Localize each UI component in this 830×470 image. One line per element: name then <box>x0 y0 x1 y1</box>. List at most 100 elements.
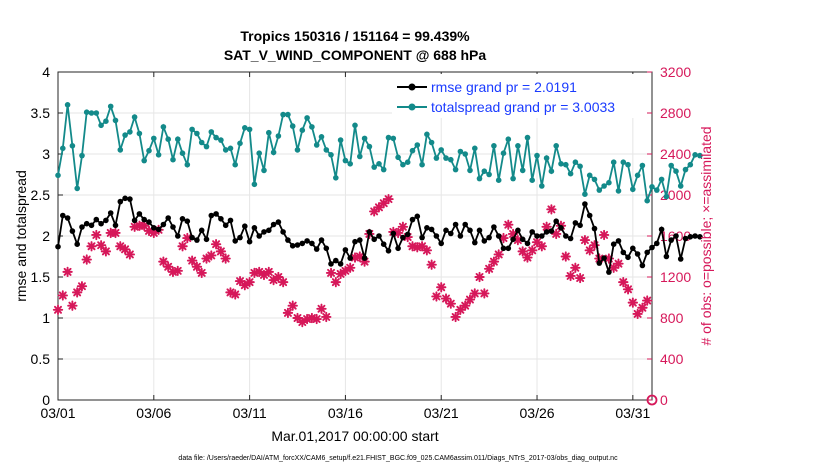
rmse-point <box>505 245 512 252</box>
totalspread-point <box>127 129 133 135</box>
obs-assimilated-point <box>460 300 471 311</box>
totalspread-point <box>347 161 354 167</box>
data-file-footer: data file: /Users/raeder/DAI/ATM_forcXX/… <box>178 455 618 462</box>
totalspread-point <box>151 135 157 142</box>
obs-assimilated-point <box>316 303 327 314</box>
rmse-point <box>366 229 373 235</box>
rmse-point <box>131 217 138 224</box>
obs-assimilated-point <box>110 227 121 239</box>
rmse-point <box>242 223 248 229</box>
totalspread-point <box>486 171 492 178</box>
obs-assimilated-point <box>632 308 643 320</box>
obs-assimilated-point <box>124 249 136 260</box>
right-y-tick-label: 0 <box>660 392 668 408</box>
totalspread-point <box>376 161 382 167</box>
obs-assimilated-point <box>642 295 653 306</box>
rmse-point <box>198 227 205 234</box>
totalspread-point <box>213 134 219 141</box>
totalspread-point <box>692 152 698 158</box>
rmse-point <box>275 219 282 225</box>
left-y-tick-label: 4 <box>42 64 50 80</box>
obs-assimilated-point <box>86 241 97 252</box>
rmse-point <box>357 237 363 243</box>
obs-possible-series <box>646 394 658 406</box>
totalspread-point <box>663 193 670 200</box>
rmse-point <box>534 233 540 239</box>
totalspread-point <box>582 191 588 197</box>
rmse-point <box>563 233 569 239</box>
obs-assimilated-point <box>91 229 102 241</box>
rmse-point <box>519 236 526 243</box>
totalspread-point <box>318 134 325 140</box>
rmse-point <box>79 224 85 230</box>
totalspread-point <box>251 181 258 188</box>
x-tick-label: 03/26 <box>520 405 555 421</box>
rmse-point <box>558 225 564 231</box>
rmse-point <box>663 253 670 260</box>
totalspread-point <box>658 176 665 183</box>
totalspread-point <box>567 170 574 177</box>
totalspread-point <box>548 168 555 174</box>
x-tick-label: 03/01 <box>40 405 75 421</box>
obs-assimilated-point <box>527 245 538 256</box>
rmse-point <box>328 261 334 267</box>
obs-assimilated-point <box>560 251 571 262</box>
totalspread-point <box>414 142 421 148</box>
left-y-axis-label: rmse and totalspread <box>13 170 29 302</box>
totalspread-point <box>491 143 497 149</box>
rmse-point <box>510 236 516 243</box>
obs-assimilated-point <box>100 246 112 257</box>
x-axis-label: Mar.01,2017 00:00:00 start <box>271 428 438 444</box>
right-y-tick-label: 400 <box>660 351 684 367</box>
totalspread-point <box>357 153 363 160</box>
totalspread-point <box>299 127 306 133</box>
totalspread-point <box>275 133 282 139</box>
totalspread-point <box>237 140 243 147</box>
totalspread-point <box>175 136 181 142</box>
left-y-tick-label: 3 <box>42 146 50 162</box>
totalspread-point <box>467 167 473 174</box>
rmse-point <box>438 240 445 247</box>
obs-assimilated-point <box>62 266 73 278</box>
totalspread-point <box>519 167 526 174</box>
obs-assimilated-point <box>483 263 495 274</box>
obs-assimilated-point <box>196 267 207 279</box>
rmse-point <box>107 210 114 216</box>
totalspread-point <box>122 132 128 138</box>
rmse-point <box>443 227 449 234</box>
rmse-point <box>601 255 607 261</box>
totalspread-point <box>543 155 550 161</box>
rmse-point <box>60 212 66 219</box>
obs-assimilated-point <box>637 302 648 313</box>
rmse-point <box>88 222 95 229</box>
totalspread-point <box>179 150 186 156</box>
rmse-point <box>472 239 478 246</box>
rmse-point <box>208 212 215 219</box>
x-tick-label: 03/11 <box>233 405 267 421</box>
rmse-point <box>524 240 531 247</box>
totalspread-point <box>160 124 167 130</box>
totalspread-point <box>601 183 607 189</box>
obs-assimilated-point <box>493 249 504 260</box>
obs-assimilated-point <box>76 281 88 292</box>
obs-assimilated-point <box>172 265 183 276</box>
rmse-point <box>390 230 397 237</box>
obs-assimilated-point <box>613 258 624 269</box>
rmse-point <box>615 238 622 244</box>
rmse-point <box>625 254 631 261</box>
rmse-point <box>103 217 109 224</box>
totalspread-point <box>457 148 464 155</box>
rmse-point <box>261 229 267 235</box>
right-y-axis-label: # of obs: o=possible; ×=assimilated <box>698 126 714 345</box>
rmse-point <box>141 216 147 223</box>
obs-assimilated-point <box>517 246 528 257</box>
totalspread-point <box>328 152 334 158</box>
rmse-point <box>280 229 286 235</box>
rmse-point <box>266 227 272 234</box>
totalspread-point <box>155 152 162 158</box>
x-tick-label: 03/16 <box>328 405 363 421</box>
obs-assimilated-point <box>469 288 480 299</box>
totalspread-point <box>371 164 378 170</box>
obs-assimilated-point <box>186 255 198 266</box>
